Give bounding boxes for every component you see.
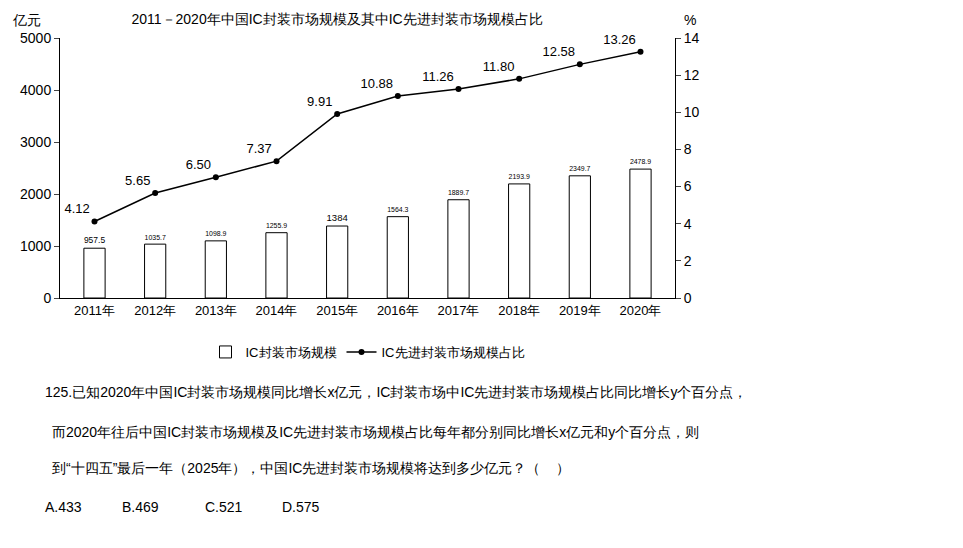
svg-text:7.37: 7.37 <box>246 141 271 156</box>
svg-text:2478.9: 2478.9 <box>630 158 651 165</box>
svg-text:2011年: 2011年 <box>74 303 115 318</box>
svg-text:2017年: 2017年 <box>438 303 480 318</box>
svg-text:到“十四五”最后一年（2025年），中国IC先进封装市场规模: 到“十四五”最后一年（2025年），中国IC先进封装市场规模将达到多少亿元？（ … <box>52 460 570 476</box>
svg-text:0: 0 <box>684 290 692 306</box>
svg-text:2016年: 2016年 <box>377 303 419 318</box>
svg-text:A.433: A.433 <box>45 499 82 515</box>
svg-text:2000: 2000 <box>20 186 51 202</box>
svg-text:5.65: 5.65 <box>125 173 150 188</box>
svg-text:2019年: 2019年 <box>559 303 601 318</box>
svg-text:2020年: 2020年 <box>620 303 662 318</box>
svg-text:12.58: 12.58 <box>543 44 576 59</box>
svg-text:1564.3: 1564.3 <box>387 206 408 213</box>
svg-text:5000: 5000 <box>20 30 51 46</box>
svg-text:2012年: 2012年 <box>134 303 176 318</box>
svg-text:2349.7: 2349.7 <box>569 165 590 172</box>
svg-text:3000: 3000 <box>20 134 51 150</box>
svg-text:2: 2 <box>684 253 692 269</box>
svg-text:4000: 4000 <box>20 82 51 98</box>
svg-text:IC封装市场规模: IC封装市场规模 <box>246 345 337 360</box>
svg-text:2013年: 2013年 <box>195 303 237 318</box>
svg-text:2015年: 2015年 <box>316 303 358 318</box>
svg-text:1889.7: 1889.7 <box>448 189 469 196</box>
svg-text:11.26: 11.26 <box>422 69 454 84</box>
svg-text:8: 8 <box>684 141 692 157</box>
svg-text:1255.9: 1255.9 <box>266 222 287 229</box>
svg-text:11.80: 11.80 <box>483 59 515 74</box>
svg-text:IC先进封装市场规模占比: IC先进封装市场规模占比 <box>382 345 525 360</box>
svg-text:6.50: 6.50 <box>186 157 211 172</box>
svg-text:9.91: 9.91 <box>307 94 332 109</box>
svg-text:10: 10 <box>684 104 700 120</box>
svg-text:%: % <box>684 12 696 28</box>
svg-text:1098.9: 1098.9 <box>205 230 226 237</box>
svg-text:D.575: D.575 <box>282 499 320 515</box>
svg-text:12: 12 <box>684 67 700 83</box>
svg-text:4.12: 4.12 <box>64 201 89 216</box>
svg-text:2011－2020年中国IC封装市场规模及其中IC先进封装市: 2011－2020年中国IC封装市场规模及其中IC先进封装市场规模占比 <box>131 11 542 27</box>
svg-text:13.26: 13.26 <box>603 32 636 47</box>
svg-text:1035.7: 1035.7 <box>145 234 166 241</box>
svg-text:125.已知2020年中国IC封装市场规模同比增长x亿元，I: 125.已知2020年中国IC封装市场规模同比增长x亿元，IC封装市场中IC先进… <box>45 384 747 400</box>
svg-text:而2020年往后中国IC封装市场规模及IC先进封装市场规模占: 而2020年往后中国IC封装市场规模及IC先进封装市场规模占比每年都分别同比增长… <box>52 424 699 440</box>
svg-text:1000: 1000 <box>20 238 51 254</box>
svg-text:2014年: 2014年 <box>256 303 298 318</box>
svg-text:C.521: C.521 <box>205 499 243 515</box>
svg-text:0: 0 <box>43 290 51 306</box>
svg-text:2018年: 2018年 <box>498 303 540 318</box>
svg-text:6: 6 <box>684 178 692 194</box>
svg-text:957.5: 957.5 <box>84 235 105 245</box>
svg-text:4: 4 <box>684 216 692 232</box>
svg-text:14: 14 <box>684 30 700 46</box>
svg-text:2193.9: 2193.9 <box>509 173 530 180</box>
svg-text:亿元: 亿元 <box>12 12 41 28</box>
svg-text:1384: 1384 <box>327 212 349 223</box>
svg-text:B.469: B.469 <box>122 499 159 515</box>
svg-text:10.88: 10.88 <box>361 76 394 91</box>
